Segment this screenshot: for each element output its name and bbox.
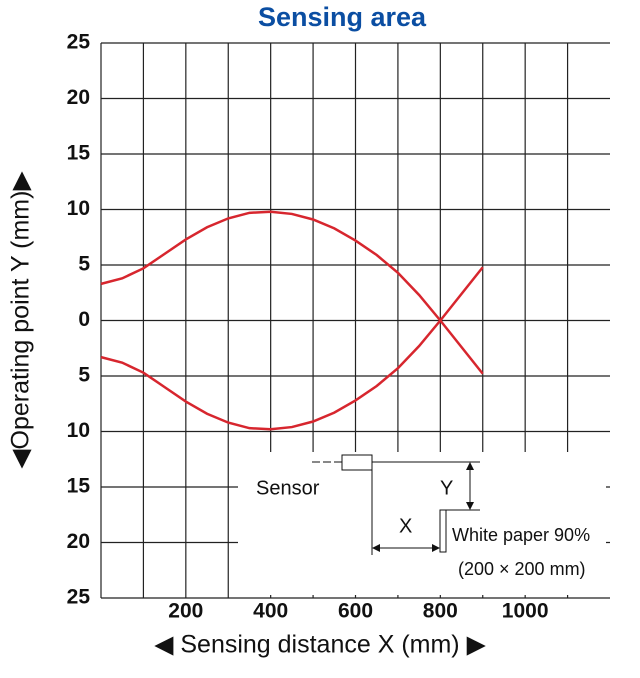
x-tick-label: 1000 (502, 600, 549, 623)
y-tick-label: 15 (67, 475, 91, 498)
x-tick-label: 200 (168, 600, 203, 623)
y-tick-label: 25 (67, 586, 91, 609)
y-tick-label: 5 (78, 364, 90, 387)
y-tick-label: 10 (67, 197, 90, 220)
y-tick-label: 20 (67, 530, 90, 553)
white-paper (439, 509, 447, 553)
y-tick-label: 5 (78, 253, 90, 276)
y-axis-label: ◀Operating point Y (mm)▶ (7, 171, 35, 469)
paper-size-label: (200 × 200 mm) (458, 559, 586, 579)
paper-label: White paper 90% (452, 525, 590, 545)
sensor-body (341, 454, 373, 471)
curve (100, 266, 484, 431)
x-tick-label: 400 (253, 600, 288, 623)
x-label: X (399, 515, 412, 537)
y-tick-label: 20 (67, 86, 90, 109)
sensor-label: Sensor (256, 477, 320, 499)
x-tick-label: 600 (338, 600, 373, 623)
y-tick-label: 25 (67, 31, 91, 54)
y-label: Y (440, 477, 453, 499)
arrow-heads (372, 544, 440, 552)
y-tick-label: 0 (78, 308, 90, 331)
y-tick-label: 15 (67, 142, 91, 165)
curve (100, 210, 484, 375)
lines (100, 210, 484, 431)
x-tick-label: 800 (423, 600, 458, 623)
inset-background (238, 452, 606, 595)
grid: 25 20 15 10 5 0 5 10 15 20 25 200 400 600 800 1000 (67, 31, 610, 623)
x-axis-label: ◀ Sensing distance X (mm) ▶ (154, 631, 486, 659)
y-tick-label: 10 (67, 419, 90, 442)
inset-diagram: Sensor X Y White paper 90% (200 × 200 mm… (238, 452, 606, 595)
chart-title: Sensing area (258, 2, 427, 32)
